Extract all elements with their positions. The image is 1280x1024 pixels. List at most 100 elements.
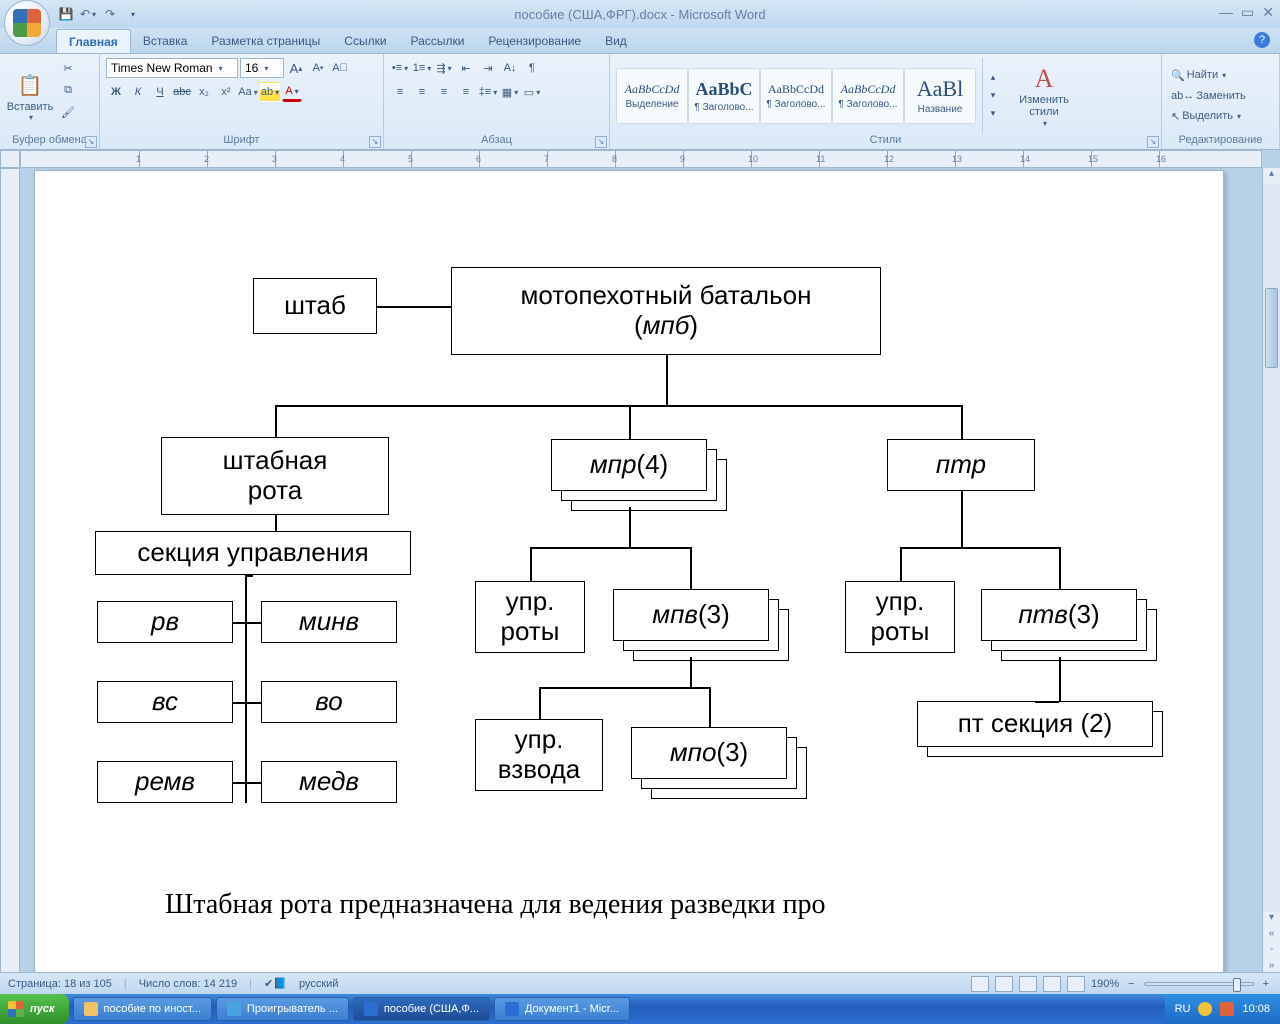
- tray-icon[interactable]: [1220, 1002, 1234, 1016]
- vertical-scrollbar[interactable]: ▴ ▾ « ◦ »: [1262, 168, 1280, 976]
- help-icon[interactable]: ?: [1254, 32, 1270, 48]
- style-item-4[interactable]: AaBlНазвание: [904, 68, 976, 124]
- style-row-up-icon[interactable]: ▴: [985, 70, 1001, 86]
- zoom-out-icon[interactable]: −: [1125, 975, 1137, 993]
- align-right-icon[interactable]: ≡: [434, 82, 454, 102]
- page[interactable]: штабмотопехотный батальон(мпб)штабнаярот…: [34, 170, 1224, 976]
- style-item-2[interactable]: AaBbCcDd¶ Заголово...: [760, 68, 832, 124]
- align-center-icon[interactable]: ≡: [412, 82, 432, 102]
- connector-14: [530, 547, 532, 581]
- tab-2[interactable]: Разметка страницы: [199, 29, 332, 53]
- vertical-ruler[interactable]: [0, 168, 20, 976]
- shading-icon[interactable]: ▦▾: [500, 82, 520, 102]
- styles-gallery[interactable]: AaBbCcDdВыделениеAaBbC¶ Заголово...AaBbC…: [616, 58, 976, 133]
- grow-font-icon[interactable]: A▴: [286, 58, 306, 78]
- replace-button[interactable]: ab↔Заменить: [1168, 87, 1273, 105]
- bullets-icon[interactable]: •≡▾: [390, 58, 410, 78]
- indent-inc-icon[interactable]: ⇥: [478, 58, 498, 78]
- paste-button[interactable]: 📋 Вставить ▾: [6, 58, 54, 133]
- change-styles-button[interactable]: A Изменить стили ▾: [1011, 58, 1077, 133]
- horizontal-ruler[interactable]: 12345678910111213141516: [20, 150, 1262, 168]
- format-painter-icon[interactable]: 🖌: [58, 102, 78, 122]
- connector-9: [233, 702, 261, 704]
- redo-icon[interactable]: ↷: [102, 6, 118, 22]
- cut-icon[interactable]: ✂: [58, 58, 78, 78]
- draft-view-icon[interactable]: [1067, 976, 1085, 992]
- taskbar-task-0[interactable]: пособие по иност...: [73, 997, 212, 1021]
- tab-5[interactable]: Рецензирование: [476, 29, 593, 53]
- tab-4[interactable]: Рассылки: [399, 29, 477, 53]
- font-size-combo[interactable]: 16▾: [240, 58, 284, 78]
- highlight-icon[interactable]: ab▾: [260, 82, 280, 102]
- sort-icon[interactable]: A↓: [500, 58, 520, 78]
- style-item-3[interactable]: AaBbCcDd¶ Заголово...: [832, 68, 904, 124]
- align-left-icon[interactable]: ≡: [390, 82, 410, 102]
- web-layout-view-icon[interactable]: [1019, 976, 1037, 992]
- outline-view-icon[interactable]: [1043, 976, 1061, 992]
- style-more-icon[interactable]: ▾: [985, 106, 1001, 122]
- strikethrough-icon[interactable]: abc: [172, 82, 192, 102]
- tab-0[interactable]: Главная: [56, 29, 131, 53]
- qat-customize-icon[interactable]: ▾: [124, 6, 140, 22]
- taskbar-task-3[interactable]: Документ1 - Micr...: [494, 997, 630, 1021]
- start-button[interactable]: пуск: [0, 994, 69, 1024]
- justify-icon[interactable]: ≡: [456, 82, 476, 102]
- taskbar-task-2[interactable]: пособие (США,Ф...: [353, 997, 490, 1021]
- copy-icon[interactable]: ⧉: [58, 80, 78, 100]
- status-language[interactable]: русский: [299, 978, 338, 990]
- find-button[interactable]: 🔍Найти▾: [1168, 66, 1273, 85]
- underline-button[interactable]: Ч: [150, 82, 170, 102]
- prev-page-icon[interactable]: «: [1263, 928, 1280, 944]
- proofing-icon[interactable]: ✔📘: [264, 977, 287, 990]
- zoom-level[interactable]: 190%: [1091, 978, 1119, 990]
- minimize-icon[interactable]: —: [1219, 4, 1233, 21]
- restore-icon[interactable]: ▭: [1241, 4, 1254, 21]
- tab-3[interactable]: Ссылки: [332, 29, 398, 53]
- zoom-in-icon[interactable]: +: [1260, 975, 1272, 993]
- show-marks-icon[interactable]: ¶: [522, 58, 542, 78]
- font-color-icon[interactable]: A▾: [282, 82, 302, 102]
- tray-clock[interactable]: 10:08: [1242, 1003, 1270, 1015]
- bold-button[interactable]: Ж: [106, 82, 126, 102]
- office-button[interactable]: [4, 0, 50, 46]
- scroll-thumb[interactable]: [1265, 288, 1278, 368]
- taskbar-task-1[interactable]: Проигрыватель ...: [216, 997, 349, 1021]
- superscript-icon[interactable]: x²: [216, 82, 236, 102]
- clipboard-dialog-launcher[interactable]: ↘: [85, 136, 97, 148]
- font-dialog-launcher[interactable]: ↘: [369, 136, 381, 148]
- font-family-combo[interactable]: Times New Roman▾: [106, 58, 238, 78]
- indent-dec-icon[interactable]: ⇤: [456, 58, 476, 78]
- style-item-1[interactable]: AaBbC¶ Заголово...: [688, 68, 760, 124]
- select-button[interactable]: ↖Выделить▾: [1168, 107, 1273, 126]
- zoom-slider[interactable]: [1144, 982, 1254, 986]
- status-page[interactable]: Страница: 18 из 105: [8, 978, 112, 990]
- fullscreen-reading-view-icon[interactable]: [995, 976, 1013, 992]
- scroll-up-icon[interactable]: ▴: [1263, 168, 1280, 184]
- style-item-0[interactable]: AaBbCcDdВыделение: [616, 68, 688, 124]
- shrink-font-icon[interactable]: A▾: [308, 58, 328, 78]
- node-shtab_rota: штабнаярота: [161, 437, 389, 515]
- tab-6[interactable]: Вид: [593, 29, 639, 53]
- italic-button[interactable]: К: [128, 82, 148, 102]
- borders-icon[interactable]: ▭▾: [522, 82, 542, 102]
- numbering-icon[interactable]: 1≡▾: [412, 58, 432, 78]
- task-icon: [84, 1002, 98, 1016]
- subscript-icon[interactable]: x₂: [194, 82, 214, 102]
- status-words[interactable]: Число слов: 14 219: [139, 978, 237, 990]
- tray-icon[interactable]: [1198, 1002, 1212, 1016]
- close-icon[interactable]: ✕: [1262, 4, 1274, 21]
- styles-dialog-launcher[interactable]: ↘: [1147, 136, 1159, 148]
- paragraph-dialog-launcher[interactable]: ↘: [595, 136, 607, 148]
- browse-object-icon[interactable]: ◦: [1263, 944, 1280, 960]
- change-case-icon[interactable]: Aa▾: [238, 82, 258, 102]
- tray-language[interactable]: RU: [1175, 1003, 1191, 1015]
- style-row-down-icon[interactable]: ▾: [985, 88, 1001, 104]
- undo-icon[interactable]: ↶▾: [80, 6, 96, 22]
- multilevel-icon[interactable]: ⇶▾: [434, 58, 454, 78]
- save-icon[interactable]: 💾: [58, 6, 74, 22]
- print-layout-view-icon[interactable]: [971, 976, 989, 992]
- tab-1[interactable]: Вставка: [131, 29, 200, 53]
- clear-formatting-icon[interactable]: A⃠: [330, 58, 350, 78]
- line-spacing-icon[interactable]: ‡≡▾: [478, 82, 498, 102]
- scroll-down-icon[interactable]: ▾: [1263, 912, 1280, 928]
